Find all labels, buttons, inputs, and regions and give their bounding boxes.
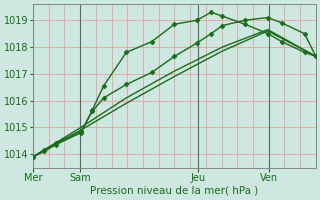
X-axis label: Pression niveau de la mer( hPa ): Pression niveau de la mer( hPa ) — [90, 186, 259, 196]
